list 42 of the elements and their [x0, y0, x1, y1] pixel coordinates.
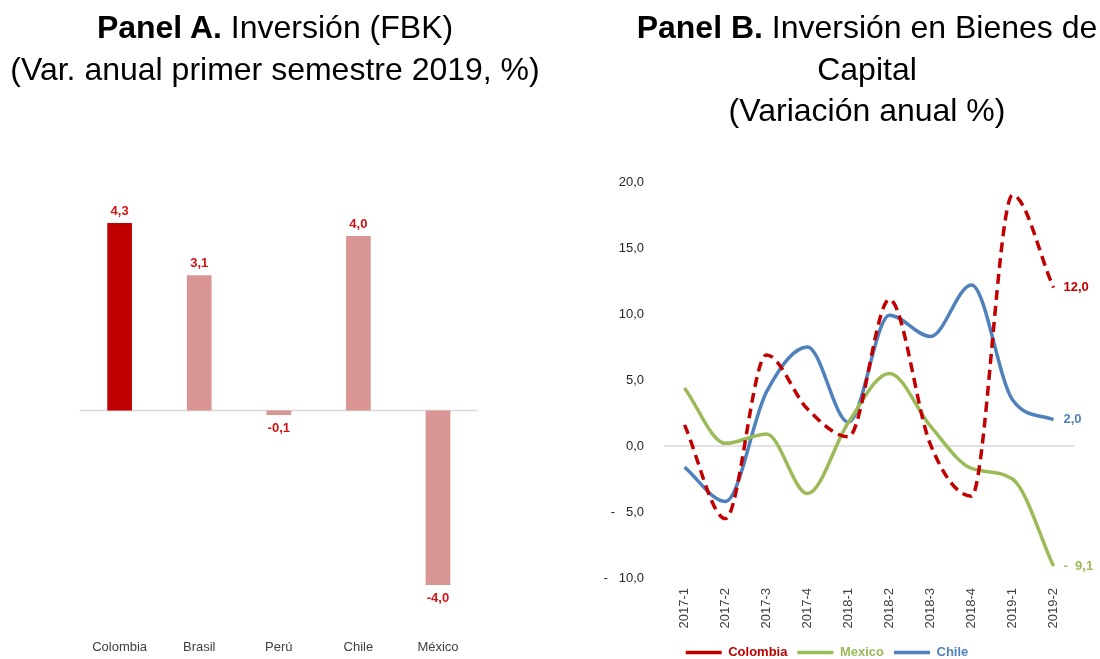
x-tick-label: 2017-2: [717, 588, 733, 629]
x-tick-label: 2018-1: [840, 588, 856, 629]
bar: [107, 223, 132, 411]
bar: [425, 410, 451, 585]
y-tick-label: - 5,0: [610, 503, 644, 519]
x-tick-label: Brasil: [182, 639, 216, 655]
data-label: 3,1: [190, 255, 209, 271]
data-label: - 9,1: [1063, 557, 1094, 573]
x-tick-label: 2017-1: [676, 588, 692, 629]
x-tick-label: Chile: [343, 639, 374, 655]
y-tick-label: 5,0: [625, 371, 644, 387]
chart-subtitle: (Variación anual %): [727, 91, 1007, 130]
x-tick-label: 2017-3: [758, 588, 774, 629]
x-tick-label: 2017-4: [799, 588, 815, 629]
y-tick-label: 0,0: [625, 437, 644, 453]
x-tick-label: Perú: [265, 639, 293, 655]
data-label: 4,0: [349, 216, 368, 232]
y-tick-label: - 10,0: [603, 569, 644, 585]
chart-subtitle: (Var. anual primer semestre 2019, %): [9, 49, 541, 89]
y-tick-label: 10,0: [618, 305, 644, 321]
data-label: 12,0: [1063, 279, 1089, 295]
line-series: [682, 371, 1056, 568]
bar: [266, 410, 292, 415]
data-label: 4,3: [110, 203, 129, 219]
x-tick-label: México: [417, 639, 459, 655]
x-tick-label: 2019-1: [1004, 588, 1020, 629]
x-tick-label: Colombia: [92, 639, 148, 655]
x-tick-label: 2018-4: [963, 588, 979, 629]
y-tick-label: 20,0: [618, 173, 644, 189]
y-tick-label: 15,0: [618, 239, 644, 255]
legend-label: Mexico: [839, 644, 885, 659]
data-label: -4,0: [426, 590, 450, 606]
data-label: -0,1: [267, 419, 291, 435]
bar: [346, 236, 371, 411]
x-tick-label: 2018-2: [881, 588, 897, 629]
chart-title: Panel B. Inversión en Bienes de Capital: [636, 9, 1098, 87]
line-series: [682, 193, 1056, 521]
chart-title: Panel A. Inversión (FBK): [96, 9, 454, 45]
bar: [186, 275, 212, 411]
data-label: 2,0: [1063, 411, 1082, 427]
x-tick-label: 2019-2: [1045, 588, 1061, 629]
x-tick-label: 2018-3: [922, 588, 938, 629]
